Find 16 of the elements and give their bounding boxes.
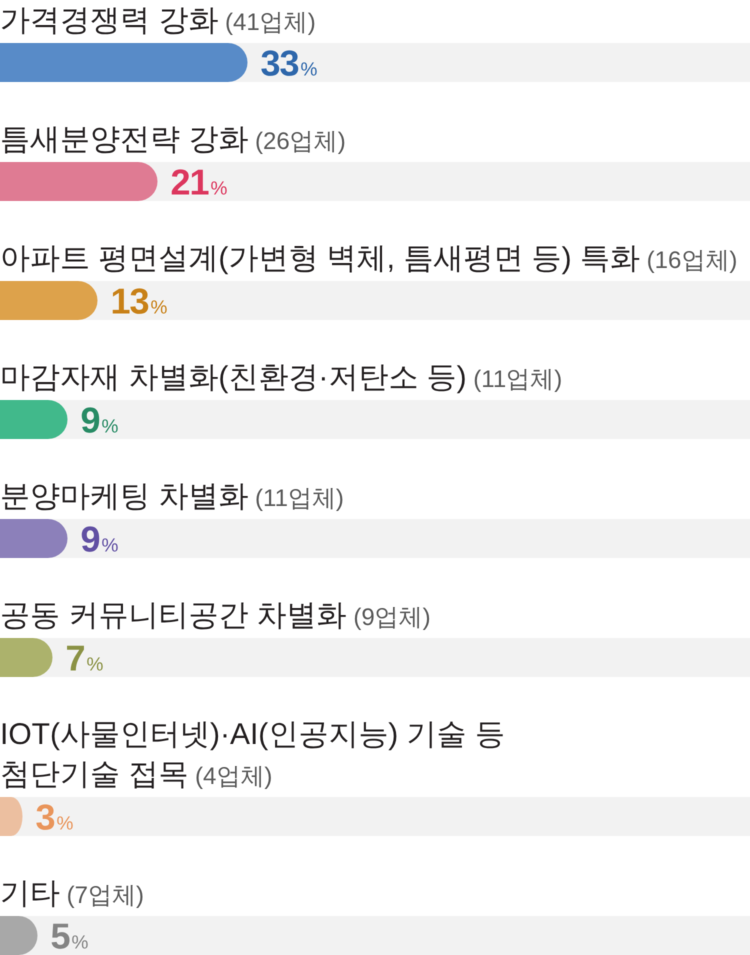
y-tick-label: 틈새분양전략 강화 (26업체) — [0, 123, 346, 156]
y-tick-label: 가격경쟁력 강화 (41업체) — [0, 4, 316, 37]
y-tick-label: 마감자재 차별화(친환경·저탄소 등) (11업체) — [0, 361, 562, 394]
y-tick-label: IOT(사물인터넷)·AI(인공지능) 기술 등 첨단기술 접목 (4업체) — [0, 718, 505, 791]
data-label: 7% — [66, 638, 104, 678]
data-label: 13% — [110, 280, 168, 322]
y-tick-label: 분양마케팅 차별화 (11업체) — [0, 480, 344, 513]
data-label: 9% — [80, 518, 119, 560]
data-label: 33% — [260, 42, 318, 84]
data-label: 21% — [170, 162, 228, 202]
data-label: 3% — [36, 796, 74, 838]
y-tick-label: 기타 (7업체) — [0, 877, 144, 910]
y-tick-label: 아파트 평면설계(가변형 벽체, 틈새평면 등) 특화 (16업체) — [0, 242, 738, 275]
y-tick-label: 공동 커뮤니티공간 차별화 (9업체) — [0, 599, 431, 632]
data-label: 5% — [50, 916, 89, 955]
data-label: 9% — [80, 400, 119, 440]
